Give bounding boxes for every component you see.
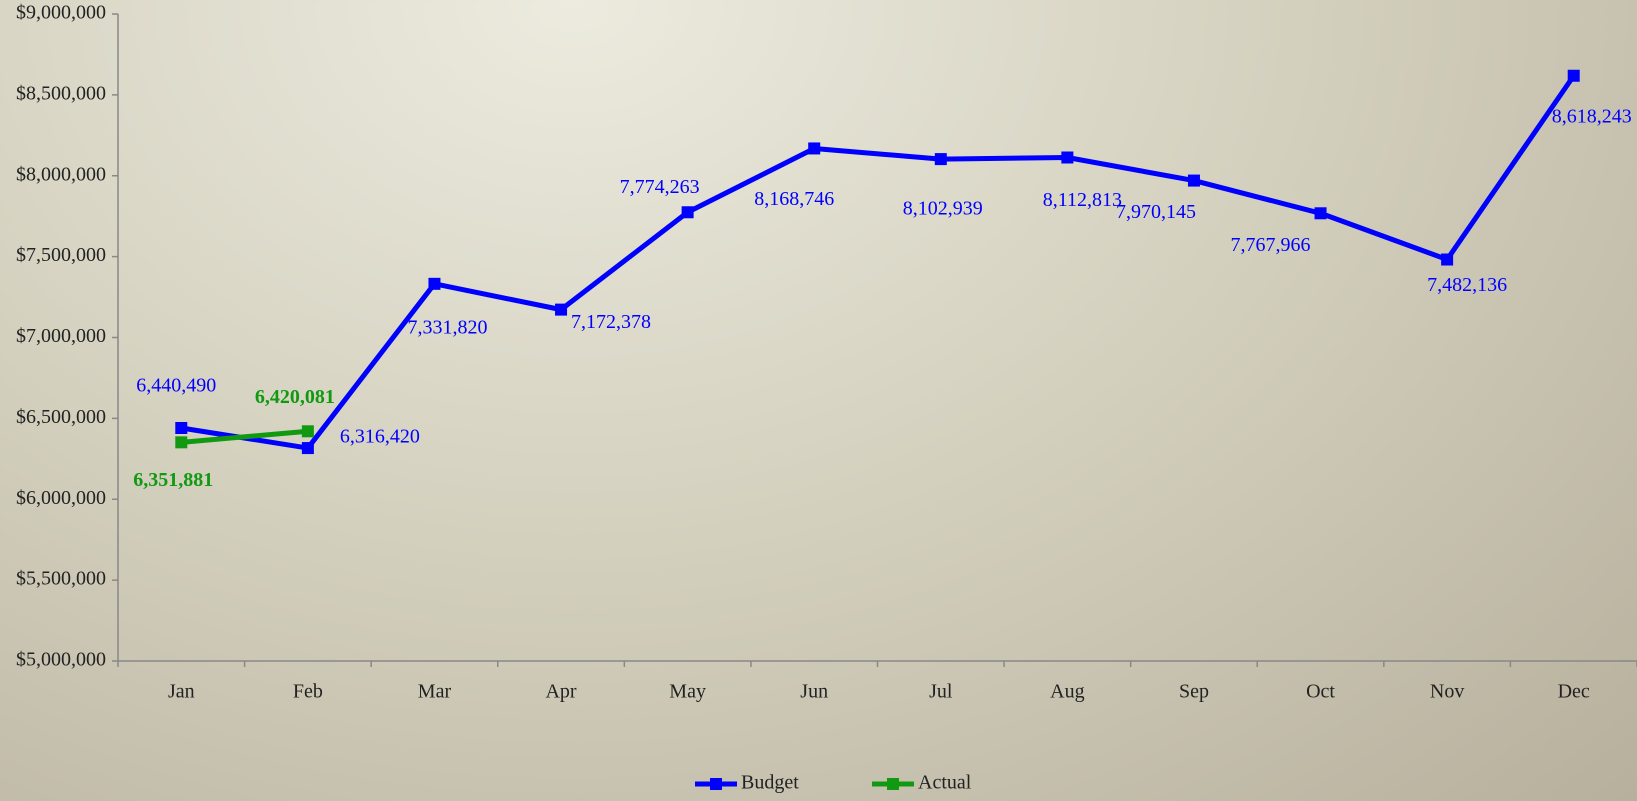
legend-marker: [887, 778, 899, 790]
data-label: 6,351,881: [133, 469, 213, 491]
y-tick-label: $5,500,000: [16, 568, 106, 590]
x-tick-label: Apr: [545, 681, 576, 703]
x-tick-label: Jul: [929, 681, 953, 703]
y-tick-label: $9,000,000: [16, 2, 106, 24]
marker: [681, 206, 694, 219]
marker: [934, 153, 947, 166]
marker: [1441, 253, 1454, 266]
marker: [808, 142, 821, 155]
data-label: 7,482,136: [1427, 274, 1507, 296]
marker: [555, 303, 568, 316]
marker: [175, 422, 188, 435]
x-tick-label: May: [669, 681, 706, 703]
marker: [301, 442, 314, 455]
legend-label: Actual: [918, 772, 972, 794]
series-line: [180, 74, 1576, 451]
x-tick-label: Jan: [168, 681, 195, 703]
y-tick-label: $8,500,000: [16, 82, 106, 104]
data-label: 8,618,243: [1552, 105, 1632, 127]
data-label: 8,102,939: [903, 198, 983, 220]
series-line: [181, 428, 309, 445]
marker: [1061, 151, 1074, 164]
legend-marker: [710, 778, 722, 790]
data-label: 6,420,081: [255, 386, 335, 408]
data-label: 7,970,145: [1116, 201, 1196, 223]
marker: [1187, 174, 1200, 187]
x-tick-label: Jun: [800, 681, 828, 703]
y-tick-label: $7,000,000: [16, 325, 106, 347]
x-tick-label: Nov: [1430, 681, 1464, 703]
data-label: 7,331,820: [407, 316, 487, 338]
y-tick-label: $7,500,000: [16, 244, 106, 266]
marker: [428, 277, 441, 290]
marker: [175, 436, 188, 449]
y-tick-label: $6,500,000: [16, 406, 106, 428]
x-tick-label: Mar: [418, 681, 452, 703]
marker: [1567, 69, 1580, 82]
x-tick-label: Feb: [293, 681, 323, 703]
data-label: 8,112,813: [1043, 189, 1122, 211]
y-tick-label: $8,000,000: [16, 163, 106, 185]
data-label: 6,316,420: [340, 426, 420, 448]
data-label: 8,168,746: [754, 188, 834, 210]
x-tick-label: Oct: [1306, 681, 1335, 703]
data-label: 7,172,378: [571, 311, 651, 333]
data-label: 7,774,263: [620, 176, 700, 198]
x-tick-label: Dec: [1558, 681, 1590, 703]
data-label: 7,767,966: [1231, 234, 1311, 256]
x-tick-label: Sep: [1179, 681, 1209, 703]
x-tick-label: Aug: [1050, 681, 1084, 703]
y-tick-label: $5,000,000: [16, 649, 106, 671]
marker: [1314, 207, 1327, 220]
marker: [301, 425, 314, 438]
data-label: 6,440,490: [136, 375, 216, 397]
legend-label: Budget: [741, 772, 799, 794]
y-tick-label: $6,000,000: [16, 487, 106, 509]
